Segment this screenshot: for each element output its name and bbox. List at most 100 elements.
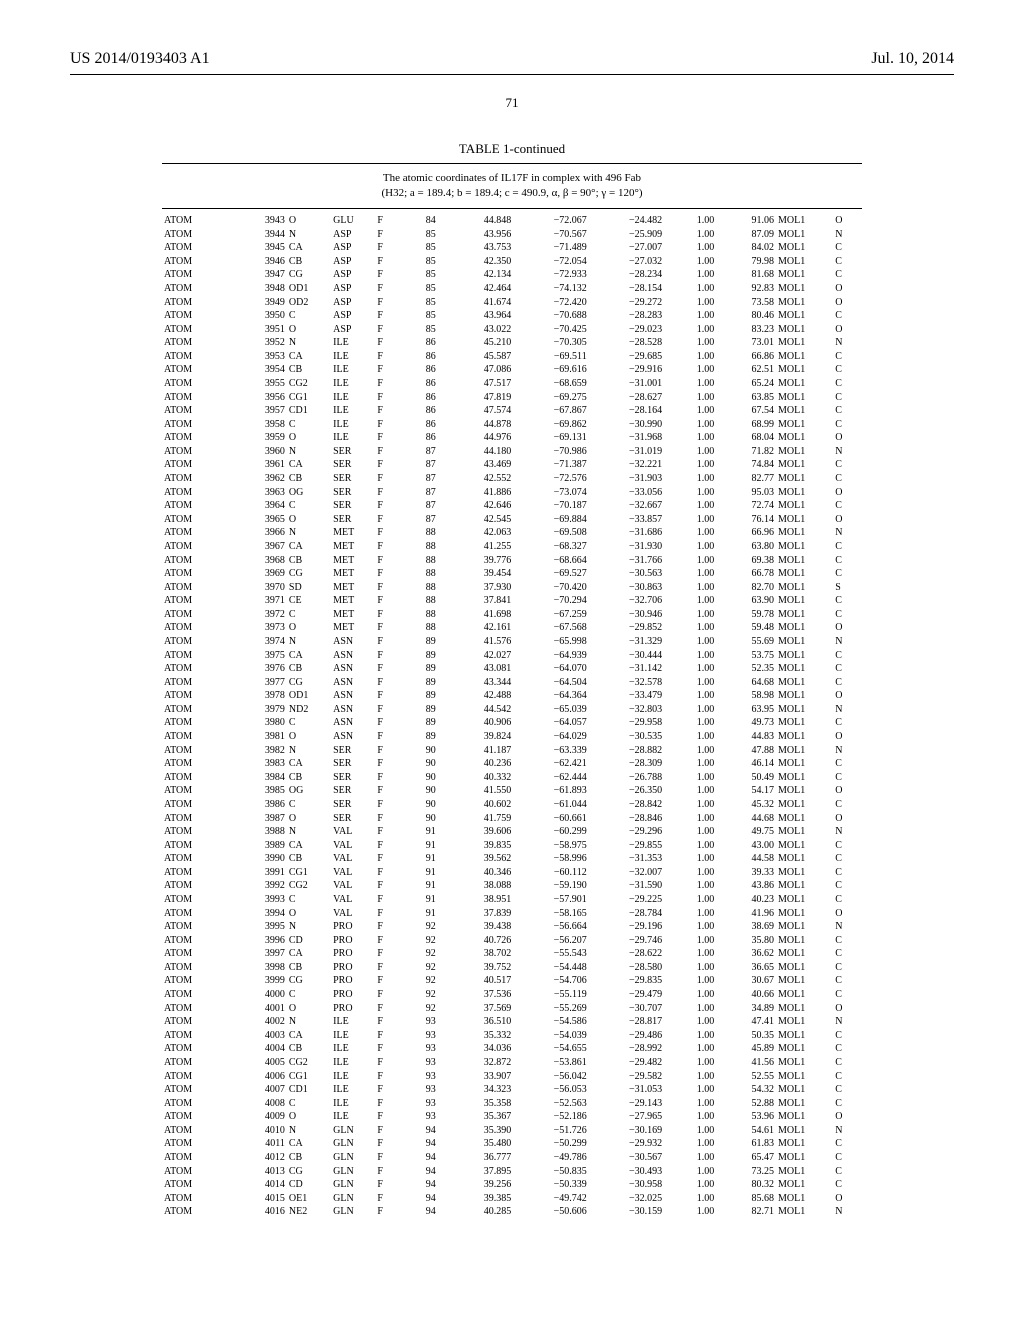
table-cell: N: [833, 1206, 862, 1220]
table-cell: 1.00: [664, 731, 716, 745]
table-cell: 38.951: [438, 894, 513, 908]
table-cell: 36.65: [716, 961, 776, 975]
table-cell: MOL1: [776, 1097, 833, 1111]
table-cell: 3959: [235, 432, 287, 446]
table-cell: ATOM: [162, 1002, 235, 1016]
table-subhead: The atomic coordinates of IL17F in compl…: [162, 168, 862, 204]
table-cell: 46.14: [716, 758, 776, 772]
table-cell: 88: [401, 595, 437, 609]
table-cell: 4011: [235, 1138, 287, 1152]
table-cell: 38.69: [716, 921, 776, 935]
table-cell: 88: [401, 527, 437, 541]
table-cell: C: [833, 948, 862, 962]
table-cell: N: [287, 527, 331, 541]
table-cell: 90: [401, 785, 437, 799]
table-cell: 3962: [235, 473, 287, 487]
table-row: ATOM3944NASPF8543.956−70.567−25.9091.008…: [162, 228, 862, 242]
table-cell: −65.039: [513, 704, 588, 718]
table-cell: −62.421: [513, 758, 588, 772]
table-cell: −31.142: [589, 663, 664, 677]
table-cell: ATOM: [162, 758, 235, 772]
table-cell: 3944: [235, 228, 287, 242]
table-cell: MOL1: [776, 921, 833, 935]
table-cell: F: [375, 459, 401, 473]
table-cell: 3968: [235, 554, 287, 568]
table-row: ATOM3945CAASPF8543.753−71.489−27.0071.00…: [162, 242, 862, 256]
table-cell: MOL1: [776, 1057, 833, 1071]
table-cell: −64.057: [513, 717, 588, 731]
table-cell: 1.00: [664, 242, 716, 256]
table-cell: C: [287, 608, 331, 622]
table-cell: 91: [401, 839, 437, 853]
table-cell: PRO: [331, 975, 375, 989]
page: US 2014/0193403 A1 Jul. 10, 2014 71 TABL…: [0, 0, 1024, 1320]
table-row: ATOM3963OGSERF8741.886−73.074−33.0561.00…: [162, 486, 862, 500]
table-cell: MOL1: [776, 541, 833, 555]
table-cell: N: [287, 636, 331, 650]
table-cell: F: [375, 446, 401, 460]
table-cell: ATOM: [162, 391, 235, 405]
table-cell: −28.164: [589, 405, 664, 419]
table-cell: C: [833, 391, 862, 405]
table-cell: 1.00: [664, 771, 716, 785]
table-cell: ASN: [331, 649, 375, 663]
table-cell: 1.00: [664, 1070, 716, 1084]
table-cell: MOL1: [776, 391, 833, 405]
table-cell: 3963: [235, 486, 287, 500]
table-cell: MOL1: [776, 486, 833, 500]
table-cell: 40.23: [716, 894, 776, 908]
table-cell: 4000: [235, 989, 287, 1003]
table-cell: ILE: [331, 350, 375, 364]
table-cell: ND2: [287, 704, 331, 718]
table-cell: N: [833, 704, 862, 718]
table-cell: SER: [331, 513, 375, 527]
table-cell: MOL1: [776, 1192, 833, 1206]
table-cell: 42.545: [438, 513, 513, 527]
table-cell: C: [833, 771, 862, 785]
table-cell: 86: [401, 391, 437, 405]
table-cell: F: [375, 744, 401, 758]
table-cell: 63.90: [716, 595, 776, 609]
table-cell: F: [375, 1097, 401, 1111]
table-cell: −28.992: [589, 1043, 664, 1057]
table-cell: 41.886: [438, 486, 513, 500]
table-cell: ATOM: [162, 378, 235, 392]
table-cell: ASP: [331, 255, 375, 269]
table-cell: 4001: [235, 1002, 287, 1016]
table-cell: 66.96: [716, 527, 776, 541]
table-cell: SER: [331, 771, 375, 785]
table-cell: −29.685: [589, 350, 664, 364]
table-cell: ASP: [331, 242, 375, 256]
table-cell: 42.464: [438, 283, 513, 297]
table-cell: 39.606: [438, 826, 513, 840]
table-cell: 92: [401, 961, 437, 975]
table-cell: −32.578: [589, 676, 664, 690]
table-cell: MOL1: [776, 432, 833, 446]
table-cell: 3943: [235, 215, 287, 229]
table-cell: MOL1: [776, 1070, 833, 1084]
table-cell: −71.387: [513, 459, 588, 473]
table-cell: MOL1: [776, 636, 833, 650]
table-row: ATOM3999CGPROF9240.517−54.706−29.8351.00…: [162, 975, 862, 989]
table-cell: ILE: [331, 1097, 375, 1111]
table-cell: 1.00: [664, 1192, 716, 1206]
table-cell: N: [287, 228, 331, 242]
table-cell: 3972: [235, 608, 287, 622]
table-row: ATOM3973OMETF8842.161−67.568−29.8521.005…: [162, 622, 862, 636]
table-cell: MOL1: [776, 934, 833, 948]
table-cell: 1.00: [664, 812, 716, 826]
table-cell: 1.00: [664, 975, 716, 989]
table-cell: O: [287, 432, 331, 446]
table-cell: 40.906: [438, 717, 513, 731]
table-cell: 74.84: [716, 459, 776, 473]
publication-date: Jul. 10, 2014: [871, 50, 954, 68]
table-cell: CG1: [287, 866, 331, 880]
patent-number: US 2014/0193403 A1: [70, 50, 210, 68]
table-cell: −61.893: [513, 785, 588, 799]
table-cell: C: [287, 418, 331, 432]
table-cell: −50.299: [513, 1138, 588, 1152]
table-cell: −30.990: [589, 418, 664, 432]
table-cell: 85: [401, 269, 437, 283]
table-cell: C: [833, 961, 862, 975]
table-cell: 3975: [235, 649, 287, 663]
